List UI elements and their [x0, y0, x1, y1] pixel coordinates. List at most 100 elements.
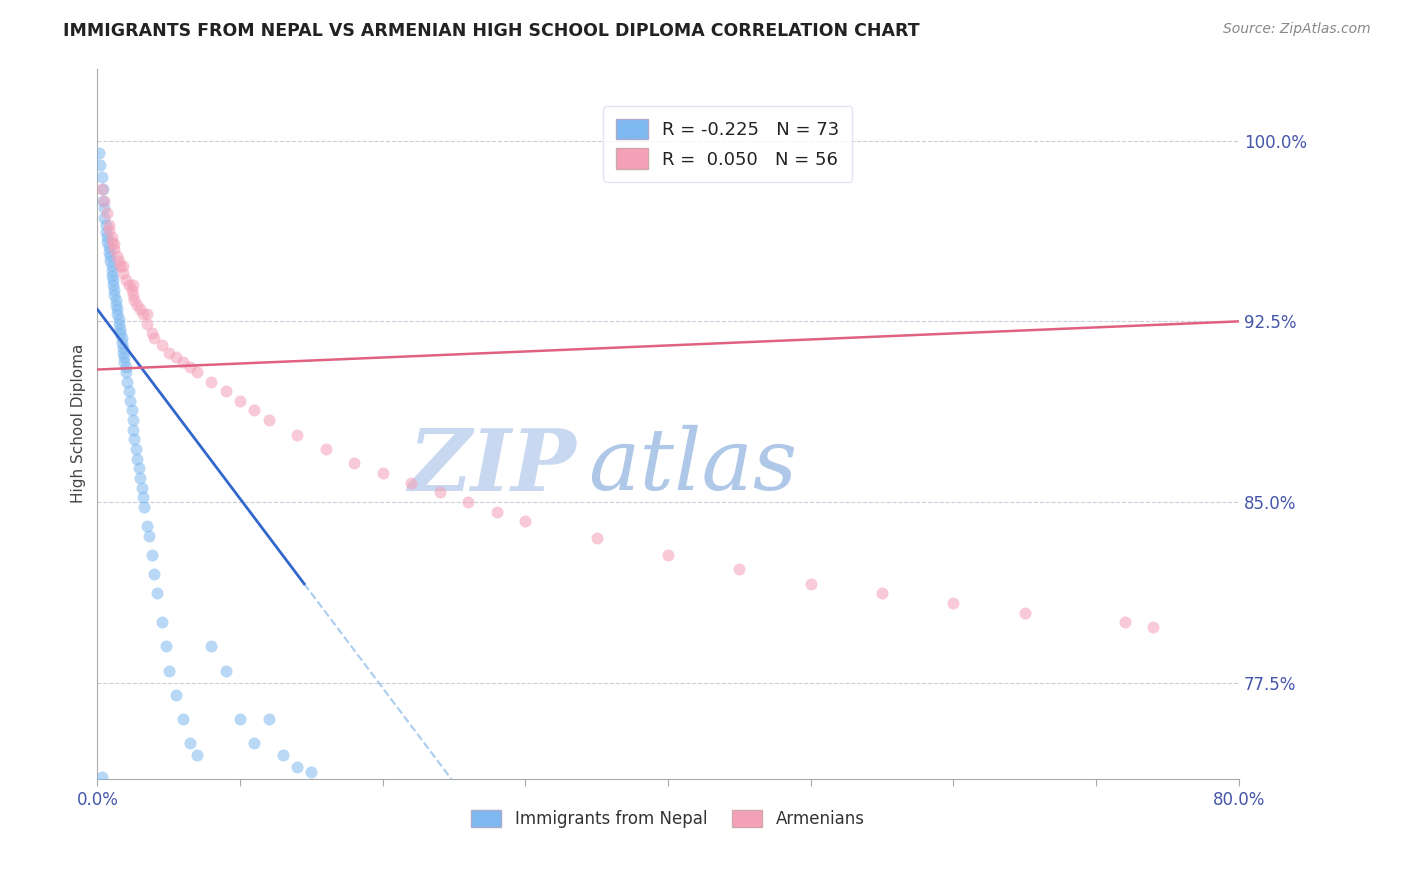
Point: [165, 688, 187, 702]
Point: [179, 736, 201, 750]
Point: [132, 307, 155, 321]
Point: [108, 326, 131, 341]
Point: [1142, 620, 1164, 634]
Point: [124, 433, 146, 447]
Point: [108, 321, 131, 335]
Point: [515, 514, 537, 528]
Point: [122, 288, 145, 302]
Point: [103, 288, 125, 302]
Point: [157, 345, 180, 359]
Point: [100, 268, 122, 283]
Point: [100, 259, 122, 273]
Point: [285, 427, 308, 442]
Point: [115, 360, 138, 375]
Point: [97, 218, 120, 232]
Point: [870, 586, 893, 600]
Point: [125, 442, 148, 456]
Point: [200, 375, 222, 389]
Point: [257, 413, 280, 427]
Point: [150, 615, 173, 630]
Point: [91, 194, 114, 208]
Point: [136, 307, 159, 321]
Point: [243, 403, 266, 417]
Point: [121, 403, 143, 417]
Point: [136, 317, 159, 331]
Point: [229, 393, 252, 408]
Text: IMMIGRANTS FROM NEPAL VS ARMENIAN HIGH SCHOOL DIPLOMA CORRELATION CHART: IMMIGRANTS FROM NEPAL VS ARMENIAN HIGH S…: [63, 22, 920, 40]
Point: [146, 586, 169, 600]
Point: [122, 413, 145, 427]
Point: [200, 640, 222, 654]
Text: ZIP: ZIP: [409, 425, 576, 508]
Point: [110, 331, 132, 345]
Point: [104, 297, 127, 311]
Point: [179, 360, 201, 375]
Point: [1014, 606, 1036, 620]
Point: [371, 466, 394, 480]
Point: [129, 471, 152, 485]
Point: [100, 230, 122, 244]
Point: [87, 145, 110, 160]
Point: [243, 736, 266, 750]
Point: [103, 242, 125, 256]
Point: [186, 365, 208, 379]
Point: [122, 278, 145, 293]
Point: [129, 302, 152, 317]
Point: [107, 254, 129, 268]
Point: [90, 770, 112, 784]
Point: [96, 230, 118, 244]
Point: [157, 664, 180, 678]
Point: [141, 548, 163, 562]
Point: [122, 423, 145, 437]
Point: [134, 500, 156, 514]
Point: [172, 712, 194, 726]
Point: [96, 206, 118, 220]
Point: [100, 264, 122, 278]
Point: [97, 240, 120, 254]
Point: [315, 442, 337, 456]
Point: [132, 490, 155, 504]
Point: [172, 355, 194, 369]
Point: [91, 182, 114, 196]
Point: [942, 596, 965, 610]
Point: [131, 481, 153, 495]
Point: [101, 273, 124, 287]
Point: [101, 278, 124, 293]
Point: [93, 211, 115, 225]
Point: [115, 273, 138, 287]
Point: [150, 338, 173, 352]
Point: [90, 182, 112, 196]
Point: [112, 341, 135, 355]
Point: [117, 375, 139, 389]
Point: [229, 712, 252, 726]
Point: [121, 283, 143, 297]
Text: atlas: atlas: [588, 425, 797, 508]
Point: [112, 259, 135, 273]
Point: [186, 747, 208, 762]
Point: [257, 712, 280, 726]
Point: [215, 384, 238, 399]
Point: [103, 237, 125, 252]
Point: [112, 345, 135, 359]
Point: [114, 355, 136, 369]
Point: [457, 495, 479, 509]
Point: [128, 461, 150, 475]
Legend: Immigrants from Nepal, Armenians: Immigrants from Nepal, Armenians: [465, 803, 872, 835]
Point: [141, 326, 163, 341]
Y-axis label: High School Diploma: High School Diploma: [72, 344, 86, 503]
Point: [143, 331, 166, 345]
Point: [105, 249, 128, 263]
Point: [93, 201, 115, 215]
Point: [343, 457, 366, 471]
Point: [105, 307, 128, 321]
Point: [800, 577, 823, 591]
Point: [165, 351, 187, 365]
Point: [429, 485, 451, 500]
Point: [118, 384, 141, 399]
Point: [120, 393, 142, 408]
Point: [89, 158, 111, 172]
Point: [399, 475, 422, 490]
Point: [155, 640, 177, 654]
Point: [728, 562, 751, 576]
Point: [271, 747, 294, 762]
